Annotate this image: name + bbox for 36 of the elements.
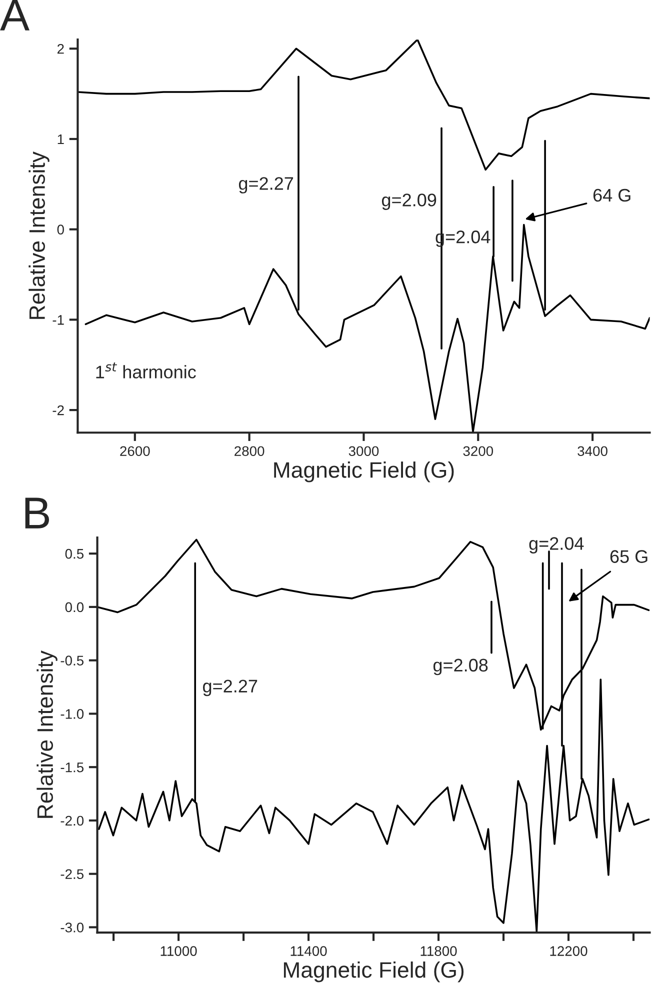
chart-title: A (0, 0, 30, 30)
x-tick-label: 3400 (578, 446, 608, 456)
y-axis-title: Relative Intensity (36, 650, 58, 818)
y-tick-label: 1 (58, 134, 64, 144)
chart-title: B (25, 498, 50, 528)
x-tick-label: 3000 (348, 446, 379, 456)
y-tick-label: -2.5 (60, 869, 84, 880)
x-tick-label: 12200 (550, 946, 588, 956)
x-axis-title: Magnetic Field (G) (284, 962, 464, 982)
y-tick-label: 0.5 (65, 548, 84, 559)
y-tick-label: -2 (52, 405, 64, 416)
y-tick-label: -1.0 (60, 709, 84, 719)
y-axis-title: Relative Intensity (28, 152, 50, 319)
x-tick-label: 2800 (234, 446, 264, 456)
y-tick-label: -1.5 (60, 762, 84, 772)
y-tick-label: 0.0 (65, 602, 84, 612)
annotation: 65 G (610, 550, 648, 563)
x-tick-label: 11400 (290, 946, 327, 956)
y-tick-label: -0.5 (60, 656, 84, 666)
annotation: g=2.04 (529, 537, 584, 554)
annotation: 64 G (593, 188, 630, 202)
x-tick-label: 11000 (160, 946, 197, 956)
annotation: g=2.09 (382, 194, 436, 210)
annotation: 1$^{st}$ harmonic (96, 362, 196, 378)
y-tick-label: -3.0 (60, 922, 84, 932)
annotation: g=2.27 (238, 177, 294, 194)
x-tick-label: 11800 (420, 946, 457, 956)
x-tick-label: 3200 (463, 446, 494, 456)
x-axis-title: Magnetic Field (G) (274, 462, 454, 482)
annotation: g=2.08 (433, 658, 488, 676)
x-tick-label: 2600 (120, 446, 150, 456)
y-tick-label: 2 (57, 44, 64, 54)
y-tick-label: -1 (52, 315, 64, 325)
annotation: g=2.27 (203, 680, 258, 696)
y-tick-label: -2.0 (60, 816, 84, 826)
y-tick-label: 0 (57, 224, 64, 235)
